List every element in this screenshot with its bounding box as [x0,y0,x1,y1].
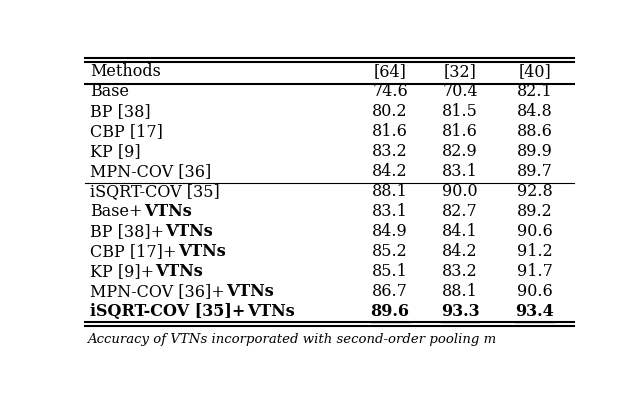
Text: CBP [17]: CBP [17] [90,123,163,140]
Text: BP [38]: BP [38] [90,103,150,120]
Text: MPN-COV [36]+: MPN-COV [36]+ [90,283,225,300]
Text: 82.7: 82.7 [442,203,478,220]
Text: 93.4: 93.4 [515,303,554,320]
Text: 83.1: 83.1 [372,203,408,220]
Text: [40]: [40] [518,63,551,80]
Text: VTNs: VTNs [247,303,294,320]
Text: 84.1: 84.1 [442,223,478,240]
Text: Methods: Methods [90,63,161,80]
Text: Base+: Base+ [90,203,143,220]
Text: 81.6: 81.6 [372,123,408,140]
Text: Accuracy of VTNs incorporated with second-order pooling m: Accuracy of VTNs incorporated with secon… [88,333,497,346]
Text: 83.2: 83.2 [442,263,478,280]
Text: 88.1: 88.1 [442,283,478,300]
Text: 90.6: 90.6 [516,283,552,300]
Text: 70.4: 70.4 [442,83,478,100]
Text: VTNs: VTNs [144,203,191,220]
Text: 89.2: 89.2 [516,203,552,220]
Text: [32]: [32] [444,63,477,80]
Text: 90.0: 90.0 [442,183,478,200]
Text: 84.2: 84.2 [372,163,408,180]
Text: 88.6: 88.6 [516,123,552,140]
Text: KP [9]+: KP [9]+ [90,263,154,280]
Text: [64]: [64] [374,63,406,80]
Text: Base: Base [90,83,129,100]
Text: iSQRT-COV [35]+: iSQRT-COV [35]+ [90,303,245,320]
Text: 83.1: 83.1 [442,163,478,180]
Text: 93.3: 93.3 [441,303,479,320]
Text: VTNs: VTNs [166,223,213,240]
Text: VTNs: VTNs [156,263,204,280]
Text: 88.1: 88.1 [372,183,408,200]
Text: BP [38]+: BP [38]+ [90,223,164,240]
Text: 85.1: 85.1 [372,263,408,280]
Text: 84.2: 84.2 [442,243,478,260]
Text: 84.8: 84.8 [516,103,552,120]
Text: iSQRT-COV [35]: iSQRT-COV [35] [90,183,220,200]
Text: 86.7: 86.7 [372,283,408,300]
Text: VTNs: VTNs [178,243,225,260]
Text: 83.2: 83.2 [372,143,408,160]
Text: 91.2: 91.2 [516,243,552,260]
Text: 81.6: 81.6 [442,123,478,140]
Text: 80.2: 80.2 [372,103,408,120]
Text: 85.2: 85.2 [372,243,408,260]
Text: 84.9: 84.9 [372,223,408,240]
Text: 74.6: 74.6 [372,83,408,100]
Text: 91.7: 91.7 [516,263,552,280]
Text: 82.9: 82.9 [442,143,478,160]
Text: VTNs: VTNs [226,283,274,300]
Text: KP [9]: KP [9] [90,143,141,160]
Text: 92.8: 92.8 [516,183,552,200]
Text: MPN-COV [36]: MPN-COV [36] [90,163,211,180]
Text: 89.7: 89.7 [516,163,552,180]
Text: 89.9: 89.9 [516,143,552,160]
Text: CBP [17]+: CBP [17]+ [90,243,176,260]
Text: 81.5: 81.5 [442,103,478,120]
Text: 89.6: 89.6 [371,303,410,320]
Text: 90.6: 90.6 [516,223,552,240]
Text: 82.1: 82.1 [516,83,552,100]
